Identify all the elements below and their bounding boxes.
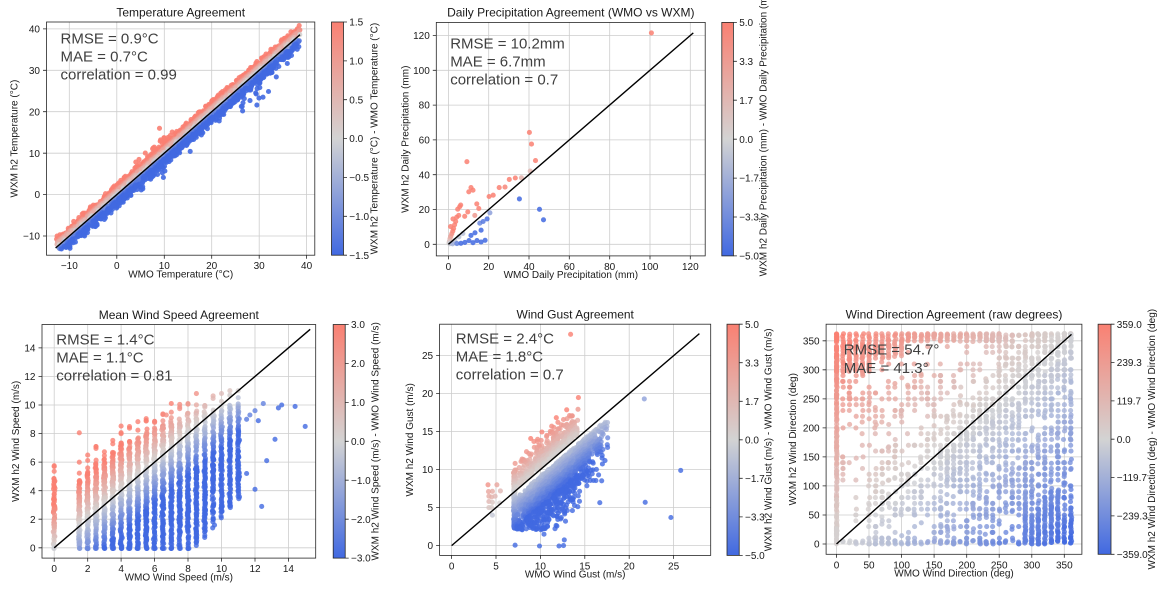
svg-text:−5.0: −5.0 <box>739 252 759 263</box>
svg-text:−1.5: −1.5 <box>349 251 369 262</box>
svg-text:−10: −10 <box>23 232 40 243</box>
svg-text:0: 0 <box>34 190 40 201</box>
svg-text:20: 20 <box>206 261 218 272</box>
svg-text:WMO Daily Precipitation (mm): WMO Daily Precipitation (mm) <box>504 270 638 281</box>
svg-text:20: 20 <box>29 107 41 118</box>
svg-text:correlation = 0.7: correlation = 0.7 <box>450 72 558 89</box>
svg-text:0: 0 <box>446 262 452 273</box>
svg-text:RMSE = 0.9°C: RMSE = 0.9°C <box>61 31 159 48</box>
svg-text:20: 20 <box>419 205 431 216</box>
svg-text:MAE = 0.7°C: MAE = 0.7°C <box>61 49 148 66</box>
svg-text:WXM h2 Temperature (°C) - WMO: WXM h2 Temperature (°C) - WMO Temperatur… <box>370 23 381 255</box>
svg-text:WMO Temperature (°C): WMO Temperature (°C) <box>128 270 233 281</box>
svg-text:40: 40 <box>419 170 431 181</box>
svg-text:120: 120 <box>413 31 430 42</box>
svg-text:0: 0 <box>424 240 430 251</box>
svg-text:Daily Precipitation Agreement: Daily Precipitation Agreement (WMO vs WX… <box>447 6 694 20</box>
svg-text:5.0: 5.0 <box>739 18 753 29</box>
svg-text:−1.0: −1.0 <box>349 212 369 223</box>
svg-text:100: 100 <box>413 66 430 77</box>
svg-text:80: 80 <box>604 262 616 273</box>
svg-text:0.0: 0.0 <box>349 134 363 145</box>
svg-text:0.5: 0.5 <box>349 95 363 106</box>
svg-text:40: 40 <box>523 262 535 273</box>
svg-text:10: 10 <box>29 149 41 160</box>
svg-text:60: 60 <box>564 262 576 273</box>
svg-text:100: 100 <box>642 262 659 273</box>
svg-text:WXM h2 Daily Precipitation (mm: WXM h2 Daily Precipitation (mm) - WMO Da… <box>759 0 770 276</box>
svg-text:−1.7: −1.7 <box>739 174 759 185</box>
svg-text:3.3: 3.3 <box>739 57 753 68</box>
svg-text:40: 40 <box>301 261 313 272</box>
svg-text:Temperature Agreement: Temperature Agreement <box>116 5 245 19</box>
svg-text:MAE = 6.7mm: MAE = 6.7mm <box>450 54 545 71</box>
svg-text:0.0: 0.0 <box>739 135 753 146</box>
svg-text:0: 0 <box>114 261 120 272</box>
svg-text:40: 40 <box>29 25 41 36</box>
svg-text:−0.5: −0.5 <box>349 173 369 184</box>
svg-text:120: 120 <box>682 262 699 273</box>
svg-text:80: 80 <box>419 101 431 112</box>
svg-text:RMSE = 10.2mm: RMSE = 10.2mm <box>450 35 565 52</box>
svg-text:30: 30 <box>254 261 266 272</box>
svg-text:1.0: 1.0 <box>349 57 363 68</box>
svg-text:60: 60 <box>419 136 431 147</box>
svg-text:−10: −10 <box>61 261 78 272</box>
svg-text:30: 30 <box>29 66 41 77</box>
svg-text:1.7: 1.7 <box>739 96 753 107</box>
svg-text:correlation = 0.99: correlation = 0.99 <box>61 67 177 84</box>
svg-text:−3.3: −3.3 <box>739 213 759 224</box>
svg-text:WXM h2 Temperature (°C): WXM h2 Temperature (°C) <box>10 80 21 198</box>
svg-text:1.5: 1.5 <box>349 18 363 29</box>
svg-text:20: 20 <box>483 262 495 273</box>
svg-text:WXM h2 Daily Precipitation (mm: WXM h2 Daily Precipitation (mm) <box>401 66 412 213</box>
svg-text:10: 10 <box>159 261 171 272</box>
